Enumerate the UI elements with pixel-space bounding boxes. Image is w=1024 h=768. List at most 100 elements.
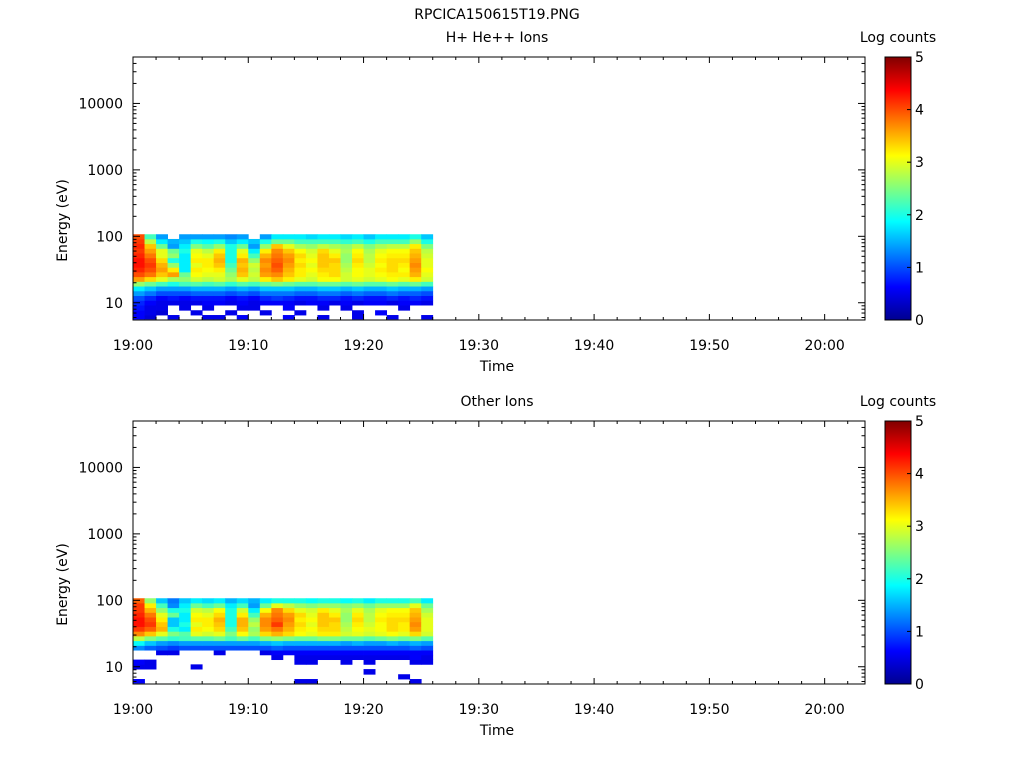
heatmap-cell bbox=[213, 626, 226, 632]
heatmap-cell bbox=[144, 281, 157, 287]
heatmap-cell bbox=[213, 257, 226, 263]
heatmap-cell bbox=[213, 300, 226, 306]
heatmap-cell bbox=[328, 253, 341, 259]
heatmap-cell bbox=[282, 286, 295, 292]
heatmap-cell bbox=[282, 645, 295, 651]
heatmap-cell bbox=[225, 635, 238, 642]
heatmap-cell bbox=[144, 253, 157, 259]
heatmap-cell bbox=[421, 315, 434, 320]
x-tick-label: 20:00 bbox=[804, 338, 844, 354]
heatmap-cell bbox=[305, 286, 318, 292]
heatmap-cell bbox=[213, 253, 226, 259]
heatmap-cell bbox=[328, 607, 341, 613]
heatmap-cell bbox=[328, 617, 341, 623]
heatmap-cell bbox=[213, 602, 226, 609]
heatmap-cell bbox=[259, 262, 272, 268]
heatmap-cell bbox=[398, 267, 411, 273]
heatmap bbox=[133, 598, 434, 684]
heatmap-cell bbox=[167, 612, 180, 618]
heatmap-cell bbox=[271, 598, 284, 604]
heatmap-cell bbox=[398, 635, 411, 642]
heatmap-cell bbox=[409, 650, 422, 656]
heatmap-cell bbox=[282, 617, 295, 623]
heatmap-cell bbox=[144, 635, 157, 642]
heatmap-cell bbox=[375, 654, 388, 661]
heatmap-cell bbox=[213, 621, 226, 627]
heatmap-cell bbox=[409, 267, 422, 273]
plot-frame bbox=[132, 420, 866, 685]
colorbar-tick-label: 4 bbox=[915, 467, 924, 483]
heatmap-cell bbox=[352, 295, 364, 301]
heatmap-cell bbox=[328, 281, 341, 287]
heatmap-cell bbox=[398, 645, 411, 651]
heatmap-cell bbox=[305, 276, 318, 282]
heatmap-cell bbox=[236, 271, 249, 278]
heatmap-cell bbox=[133, 281, 145, 287]
heatmap-cell bbox=[225, 248, 238, 254]
heatmap-cell bbox=[236, 598, 249, 604]
heatmap-cell bbox=[317, 631, 330, 637]
heatmap-cell bbox=[409, 607, 422, 613]
heatmap-cell bbox=[294, 640, 307, 646]
heatmap-cell bbox=[190, 253, 203, 259]
heatmap-cell bbox=[294, 310, 307, 316]
heatmap-cell bbox=[144, 267, 157, 273]
heatmap-cell bbox=[305, 238, 318, 245]
heatmap-cell bbox=[190, 631, 203, 637]
heatmap-cell bbox=[259, 257, 272, 263]
heatmap-cell bbox=[236, 631, 249, 637]
heatmap-cell bbox=[259, 276, 272, 282]
heatmap-cell bbox=[202, 640, 215, 646]
heatmap-cell bbox=[363, 290, 376, 297]
heatmap-cell bbox=[213, 276, 226, 282]
heatmap-cell bbox=[202, 234, 215, 240]
heatmap-cell bbox=[167, 617, 180, 623]
heatmap-cell bbox=[398, 654, 411, 661]
heatmap-cell bbox=[271, 238, 284, 245]
heatmap-cell bbox=[305, 290, 318, 297]
heatmap-cell bbox=[202, 631, 215, 637]
heatmap-cell bbox=[190, 635, 203, 642]
heatmap-cell bbox=[398, 262, 411, 268]
colorbar-tick-label: 0 bbox=[915, 677, 924, 693]
heatmap-cell bbox=[317, 626, 330, 632]
heatmap-cell bbox=[156, 243, 168, 249]
x-axis-label: Time bbox=[479, 723, 514, 739]
heatmap-cell bbox=[282, 295, 295, 301]
heatmap-cell bbox=[409, 262, 422, 268]
heatmap-cell bbox=[144, 310, 157, 316]
heatmap-cell bbox=[294, 607, 307, 613]
heatmap-cell bbox=[271, 243, 284, 249]
heatmap-cell bbox=[259, 607, 272, 613]
heatmap-cell bbox=[363, 243, 376, 249]
heatmap-cell bbox=[352, 626, 364, 632]
heatmap-cell bbox=[225, 626, 238, 632]
heatmap-cell bbox=[363, 612, 376, 618]
heatmap-cell bbox=[282, 305, 295, 311]
heatmap-cell bbox=[144, 617, 157, 623]
heatmap-cell bbox=[179, 602, 192, 609]
heatmap-cell bbox=[259, 631, 272, 637]
heatmap-cell bbox=[317, 621, 330, 627]
heatmap-cell bbox=[282, 612, 295, 618]
heatmap-cell bbox=[340, 276, 353, 282]
y-tick-label: 1000 bbox=[87, 527, 123, 543]
colorbar-scale bbox=[884, 420, 912, 685]
x-axis-label: Time bbox=[479, 359, 514, 375]
heatmap-cell bbox=[317, 315, 330, 320]
heatmap-cell bbox=[259, 234, 272, 240]
heatmap-cell bbox=[259, 602, 272, 609]
heatmap-cell bbox=[409, 290, 422, 297]
heatmap-cell bbox=[421, 238, 434, 245]
heatmap-cell bbox=[294, 626, 307, 632]
colorbar-tick-label: 5 bbox=[915, 414, 924, 430]
heatmap-cell bbox=[421, 257, 434, 263]
heatmap-cell bbox=[144, 621, 157, 627]
heatmap-cell bbox=[340, 300, 353, 306]
heatmap-cell bbox=[236, 238, 249, 245]
heatmap-cell bbox=[352, 234, 364, 240]
heatmap-cell bbox=[328, 654, 341, 661]
heatmap-cell bbox=[294, 262, 307, 268]
heatmap-cell bbox=[156, 253, 168, 259]
heatmap-cell bbox=[202, 253, 215, 259]
